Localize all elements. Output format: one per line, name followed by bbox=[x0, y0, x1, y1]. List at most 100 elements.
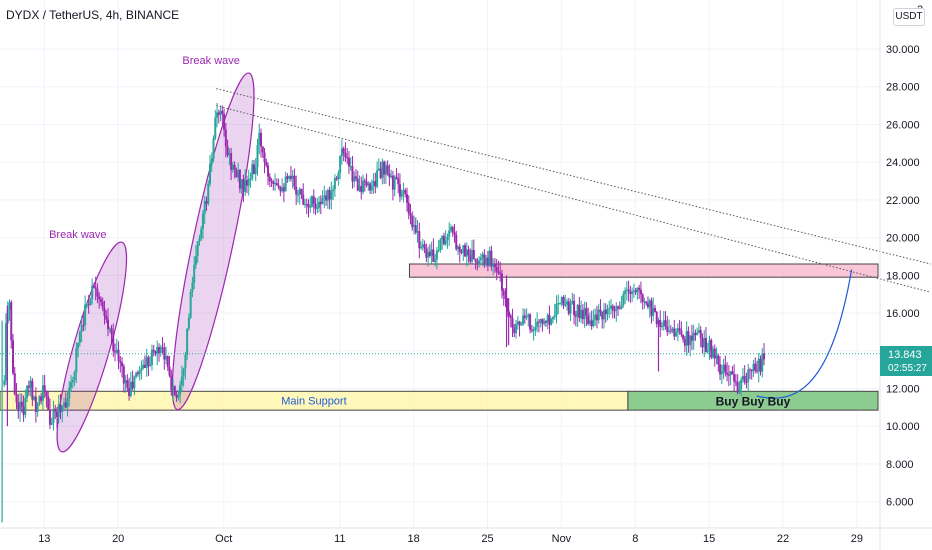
candle-body bbox=[439, 239, 442, 251]
candle-body bbox=[340, 148, 343, 157]
candle-body bbox=[94, 287, 97, 290]
candle-body bbox=[307, 204, 310, 208]
candle-body bbox=[580, 310, 583, 319]
candle-body bbox=[59, 404, 62, 413]
candle-body bbox=[499, 272, 502, 274]
candle-body bbox=[712, 348, 715, 358]
candle-body bbox=[19, 401, 22, 412]
candle-body bbox=[122, 366, 125, 384]
candle-body bbox=[741, 375, 744, 380]
candle-body bbox=[115, 349, 118, 353]
candle-body bbox=[138, 370, 141, 375]
candle-body bbox=[333, 177, 336, 190]
candle-body bbox=[516, 321, 519, 325]
candle-body bbox=[180, 376, 183, 386]
candle-body bbox=[407, 202, 410, 214]
candle-body bbox=[414, 225, 417, 233]
candle-body bbox=[515, 324, 518, 334]
candle-body bbox=[701, 338, 704, 348]
candle-body bbox=[472, 249, 475, 260]
candle-body bbox=[20, 401, 23, 407]
drawing-overlays[interactable]: Break wave Break wave Main Support Buy Buy … bbox=[0, 55, 931, 409]
candle-body bbox=[650, 300, 653, 316]
candle-body bbox=[121, 362, 124, 367]
candle-body bbox=[530, 329, 533, 331]
candle-body bbox=[390, 175, 393, 178]
candle-body bbox=[720, 370, 723, 375]
candle-body bbox=[398, 184, 401, 197]
candle-body bbox=[643, 301, 646, 303]
candle-body bbox=[578, 305, 581, 319]
candle-body bbox=[465, 249, 468, 257]
candle-body bbox=[265, 162, 268, 166]
candle-body bbox=[543, 321, 546, 324]
price-tick-label: 10.000 bbox=[886, 421, 920, 433]
candle-body bbox=[8, 302, 11, 310]
trendline[interactable] bbox=[216, 88, 931, 265]
candle-body bbox=[10, 302, 13, 341]
candle-body bbox=[748, 369, 751, 371]
candle-body bbox=[63, 402, 66, 406]
candle-body bbox=[474, 259, 477, 262]
candlesticks[interactable] bbox=[1, 102, 766, 523]
candle-body bbox=[381, 161, 384, 179]
candle-body bbox=[689, 335, 692, 346]
candle-body bbox=[89, 298, 92, 305]
candle-body bbox=[574, 315, 577, 317]
candle-body bbox=[17, 402, 20, 412]
candle-body bbox=[152, 349, 155, 352]
candle-body bbox=[567, 301, 570, 314]
candle-body bbox=[752, 363, 755, 372]
candle-body bbox=[386, 165, 389, 174]
candle-body bbox=[682, 334, 685, 340]
candle-body bbox=[64, 402, 67, 408]
candle-body bbox=[562, 297, 565, 306]
candle-body bbox=[22, 406, 25, 415]
time-tick-label: 11 bbox=[334, 533, 345, 545]
candle-body bbox=[328, 189, 331, 200]
candle-body bbox=[216, 112, 219, 118]
time-axis[interactable]: 13 20 Oct 11 18 25 Nov 8 15 22 29 bbox=[0, 527, 932, 545]
candle-body bbox=[159, 347, 162, 353]
candle-body bbox=[295, 186, 298, 195]
candle-body bbox=[231, 164, 234, 170]
candle-body bbox=[367, 183, 370, 186]
candle-body bbox=[43, 385, 46, 391]
candle-body bbox=[488, 250, 491, 266]
candle-body bbox=[615, 306, 618, 311]
candle-body bbox=[98, 296, 101, 300]
candle-body bbox=[27, 385, 30, 388]
candle-body bbox=[483, 254, 486, 266]
candle-body bbox=[536, 321, 539, 328]
trendline[interactable] bbox=[216, 105, 931, 293]
candle-body bbox=[500, 273, 503, 291]
projection-curve[interactable] bbox=[756, 269, 853, 399]
candle-body bbox=[706, 350, 709, 353]
candle-body bbox=[449, 227, 452, 231]
candle-body bbox=[47, 396, 50, 410]
candle-body bbox=[223, 113, 226, 130]
currency-button[interactable]: USDT bbox=[893, 8, 925, 26]
price-axis[interactable]: 30.000 28.000 26.000 24.000 22.000 20.000 18.0… bbox=[879, 0, 923, 550]
candle-body bbox=[119, 360, 122, 363]
candle-body bbox=[365, 181, 368, 186]
candle-body bbox=[126, 380, 129, 388]
candle-body bbox=[395, 176, 398, 179]
candle-body bbox=[583, 308, 586, 320]
candle-body bbox=[555, 303, 558, 316]
candle-body bbox=[196, 241, 199, 256]
candle-body bbox=[300, 188, 303, 195]
candle-body bbox=[311, 196, 314, 207]
candle-body bbox=[622, 293, 625, 306]
candle-body bbox=[703, 337, 706, 348]
candle-body bbox=[353, 176, 356, 182]
candle-body bbox=[114, 351, 117, 353]
candle-body bbox=[150, 349, 153, 365]
price-tick-label: 8.000 bbox=[886, 459, 914, 471]
candle-body bbox=[77, 342, 80, 349]
candle-body bbox=[435, 250, 438, 260]
candle-body bbox=[384, 165, 387, 175]
candle-body bbox=[245, 180, 248, 186]
price-tick-label: 22.000 bbox=[886, 195, 920, 207]
